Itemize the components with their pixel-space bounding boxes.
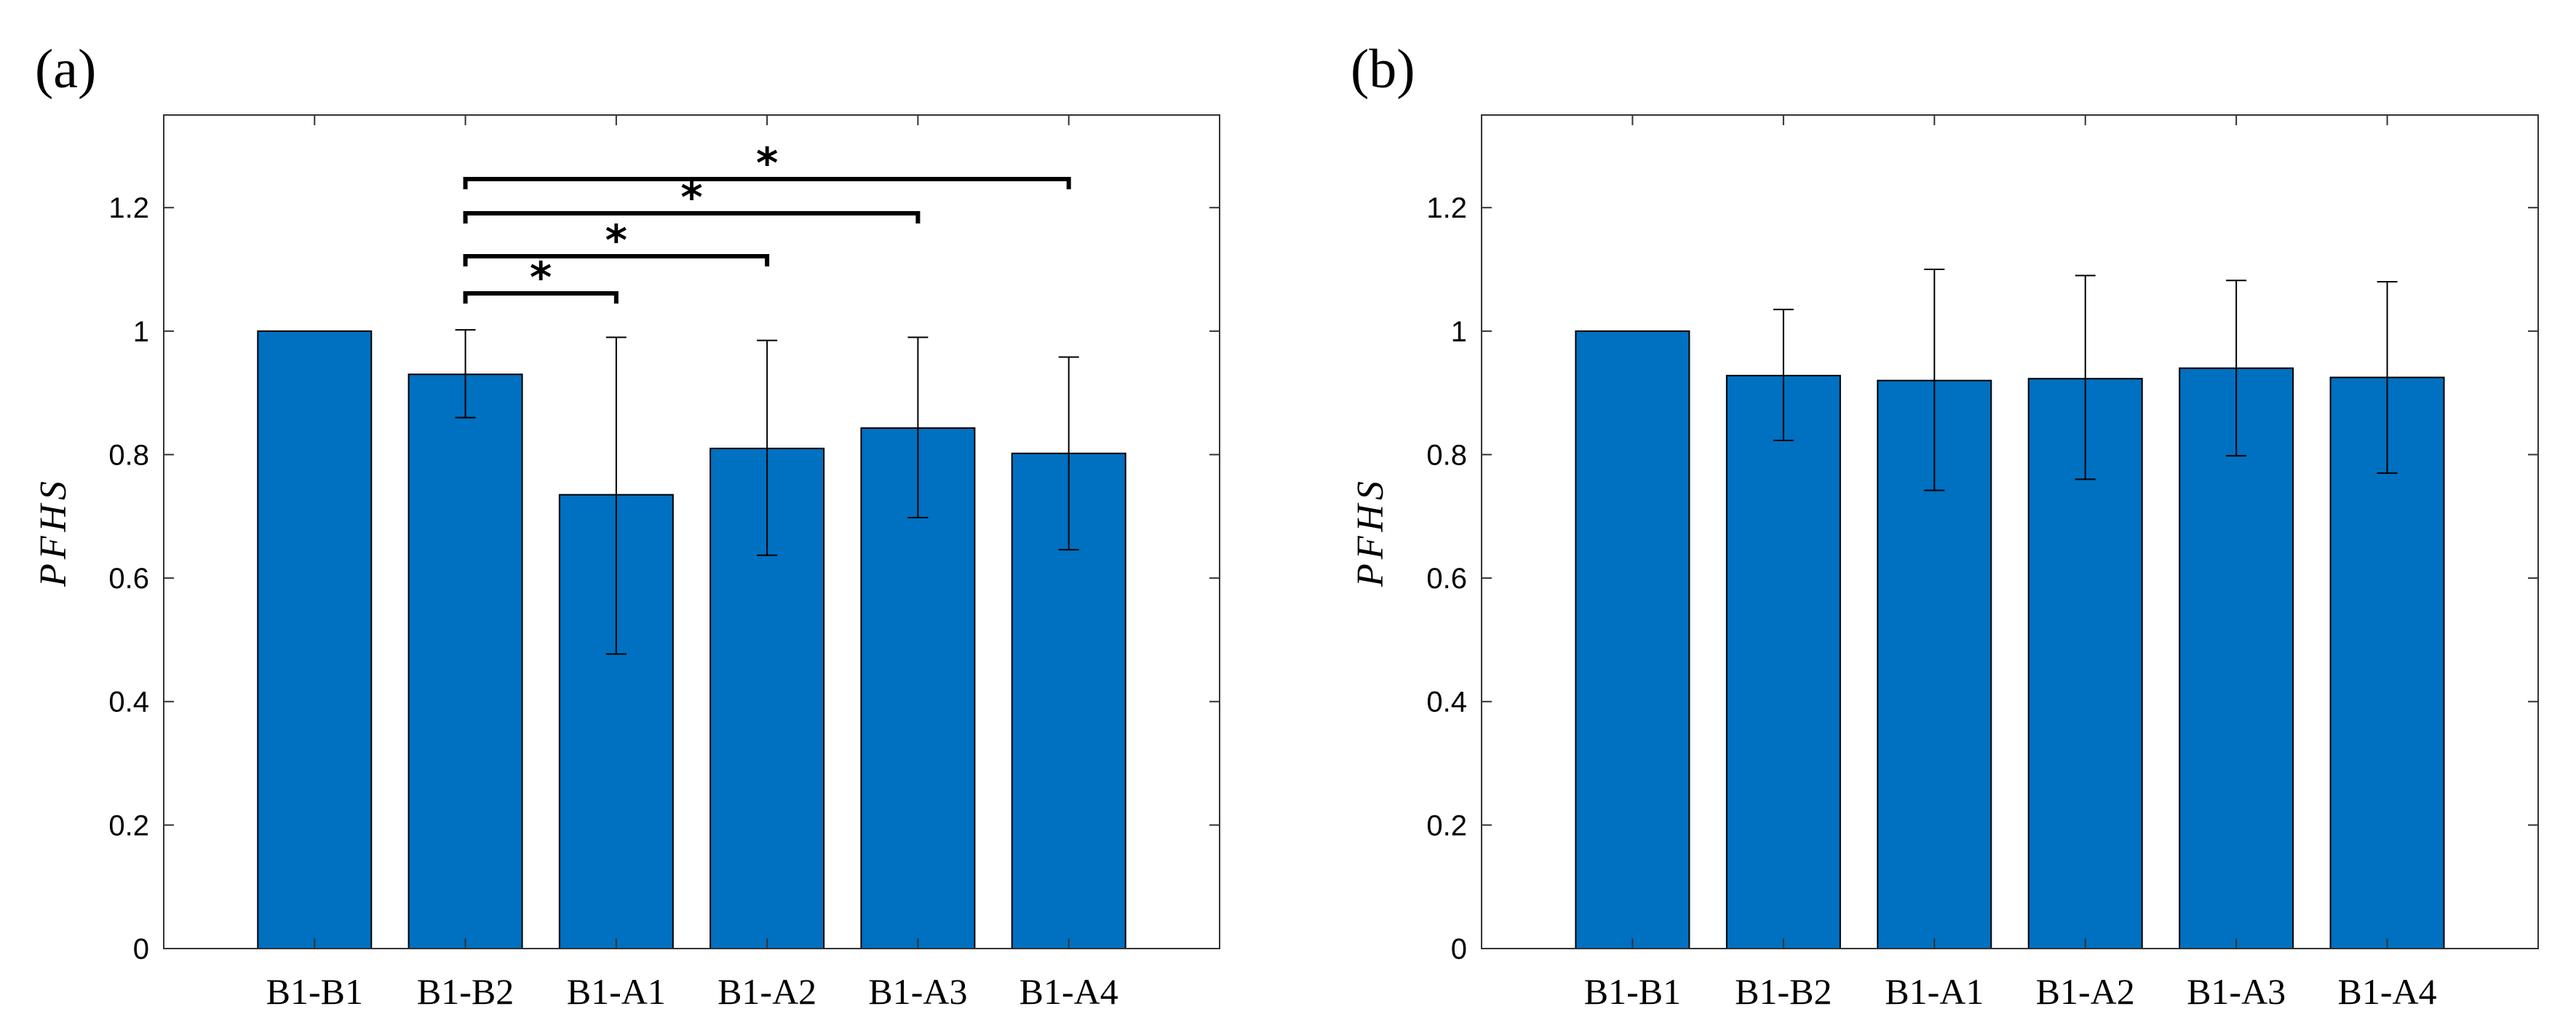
bar-b1-b2 — [408, 373, 523, 949]
x-tick-label: B1-B1 — [266, 971, 363, 1012]
error-bar-b1-a3 — [2226, 280, 2247, 457]
error-bar-b1-a1 — [1924, 269, 1945, 491]
significance-line — [463, 291, 619, 304]
significance-star: * — [605, 215, 627, 265]
significance-line — [463, 177, 1071, 189]
error-bar-b1-b2 — [455, 329, 476, 419]
significance-star: * — [756, 138, 778, 188]
x-tick-label: B1-B1 — [1584, 971, 1681, 1012]
x-tick-label: B1-A2 — [2036, 971, 2135, 1012]
y-tick-label: 0.4 — [1426, 686, 1467, 719]
x-tick-label: B1-A1 — [1885, 971, 1984, 1012]
y-tick-label: 0.2 — [108, 810, 149, 842]
x-tick-label: B1-A1 — [567, 971, 666, 1012]
x-tick-label: B1-A3 — [2187, 971, 2286, 1012]
bar-b1-b1 — [1575, 330, 1690, 949]
error-bar-b1-a2 — [2075, 274, 2096, 480]
axes-box — [1481, 114, 2539, 949]
x-tick-label: B1-B2 — [1735, 971, 1832, 1012]
significance-bracket: * — [463, 138, 1071, 189]
panel-label: (a) — [35, 39, 96, 100]
y-tick-label: 0 — [133, 933, 149, 965]
y-tick-label: 0.6 — [1426, 563, 1467, 595]
x-tick-label: B1-A4 — [1019, 971, 1118, 1012]
y-tick-label: 1.2 — [1426, 192, 1467, 224]
error-bar-b1-a2 — [757, 339, 778, 556]
bar-b1-a3 — [2179, 367, 2294, 950]
chart-panel-b: (b) 0 0.2 0.4 0.6 0.8 1 1.2 B1-B1 B1-B2 B1-A1 B1-A2… — [1350, 39, 2539, 1012]
error-bar-b1-a4 — [2377, 281, 2398, 474]
x-tick-label: B1-A4 — [2338, 971, 2437, 1012]
bar-b1-b2 — [1725, 374, 1841, 949]
y-tick-label: 1.2 — [108, 192, 149, 224]
y-tick-label: 1 — [133, 316, 149, 348]
chart-panel-a: (a) 0 0.2 0.4 0.6 0.8 1 1.2 B1-B1 B1-B2 B1-A1 B1-A2… — [33, 39, 1220, 1012]
y-tick-label: 0.2 — [1426, 810, 1467, 842]
axes-box — [163, 114, 1220, 949]
error-bar-b1-a3 — [907, 336, 929, 518]
significance-line — [463, 254, 770, 266]
y-tick-label: 0 — [1451, 933, 1467, 965]
error-bar-b1-a1 — [605, 336, 627, 655]
significance-star: * — [530, 253, 552, 302]
y-axis-label: PFHS — [33, 477, 74, 587]
panel-label: (b) — [1351, 39, 1415, 100]
y-axis-label: PFHS — [1350, 477, 1391, 587]
error-bar-b1-b2 — [1773, 309, 1794, 441]
error-bar-b1-a4 — [1058, 356, 1079, 551]
bar-b1-b1 — [257, 330, 373, 949]
y-tick-label: 1 — [1451, 316, 1467, 348]
significance-line — [463, 211, 921, 223]
y-tick-label: 0.4 — [108, 686, 149, 719]
x-tick-label: B1-B2 — [417, 971, 514, 1012]
x-tick-label: B1-A2 — [717, 971, 816, 1012]
y-tick-label: 0.6 — [108, 563, 149, 595]
y-tick-label: 0.8 — [1426, 439, 1467, 471]
x-tick-label: B1-A3 — [868, 971, 967, 1012]
significance-bracket: * — [463, 253, 619, 304]
y-tick-label: 0.8 — [108, 439, 149, 471]
significance-bracket: * — [463, 215, 770, 266]
